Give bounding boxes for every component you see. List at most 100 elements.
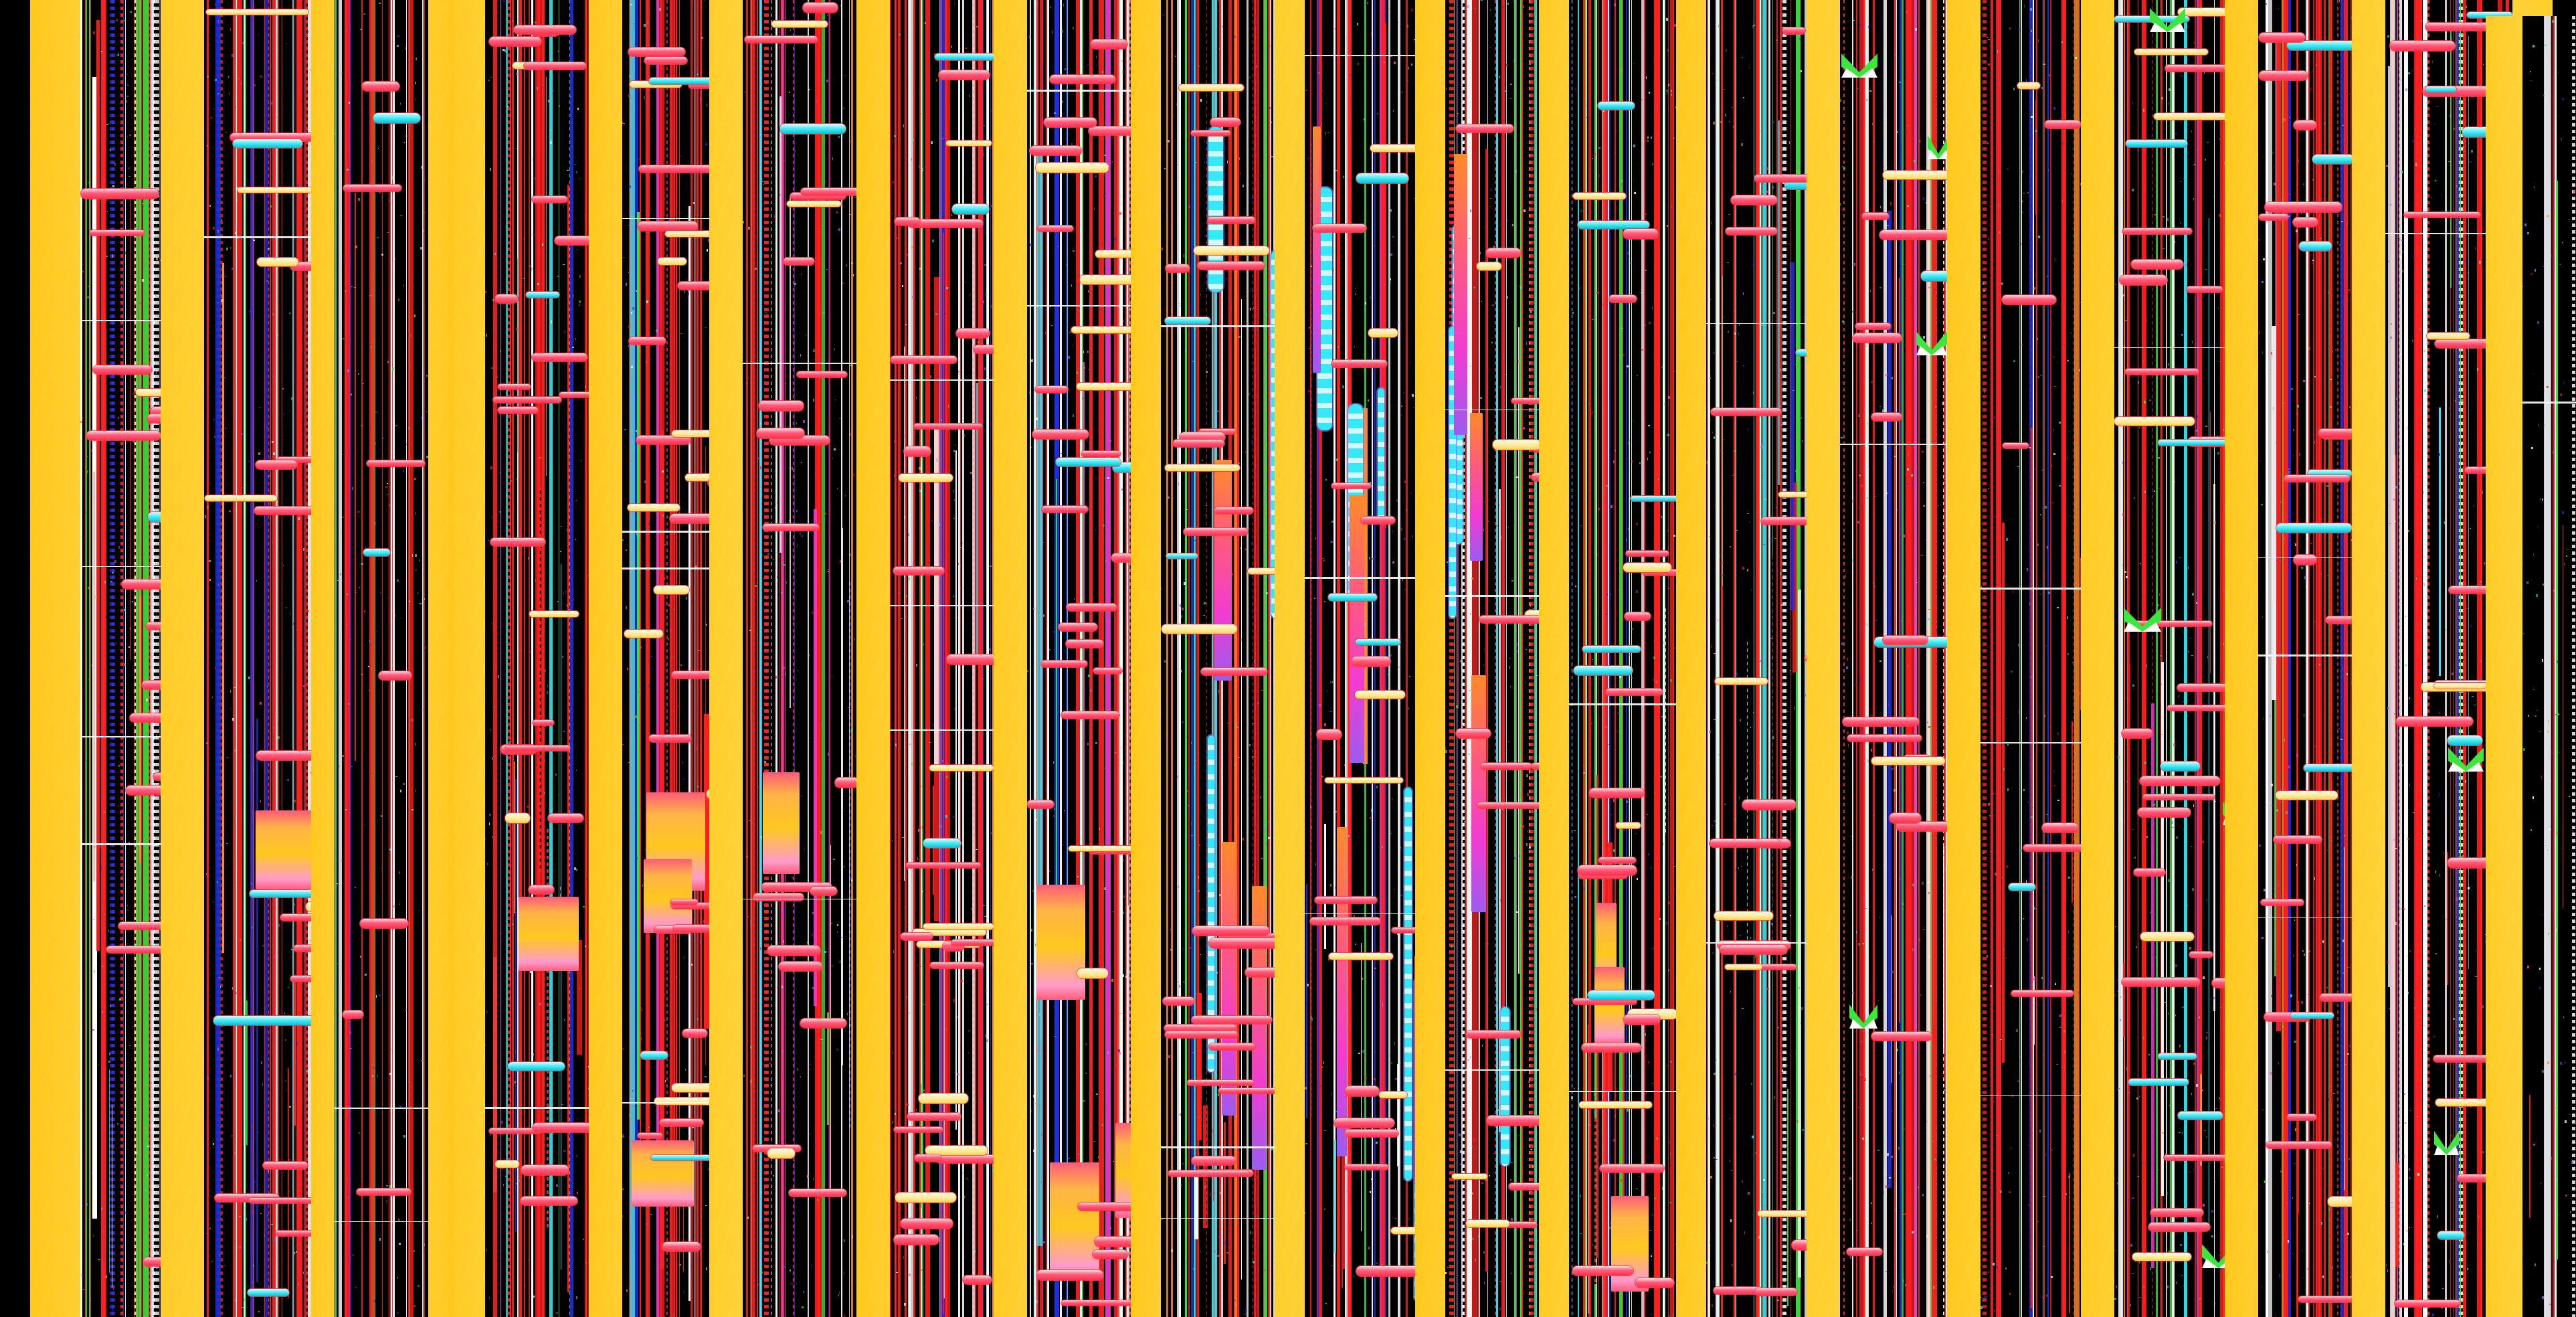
- vertical-rule: [1708, 0, 1710, 1317]
- vertical-rule: [1406, 0, 1408, 1317]
- pink-highlight-pill: [2148, 1223, 2210, 1231]
- vertical-rule: [2450, 26, 2452, 288]
- pink-highlight-pill: [1879, 230, 1952, 240]
- vertical-rule: [2035, 100, 2036, 215]
- cyan-highlight-pill: [649, 78, 721, 84]
- vertical-rule: [149, 0, 151, 1317]
- vertical-rule: [2118, 0, 2123, 1317]
- text-stripe-block: [1161, 0, 1291, 1317]
- pink-highlight-pill: [2449, 586, 2498, 594]
- page-column[interactable]: [311, 0, 455, 1317]
- vertical-rule: [293, 0, 294, 1317]
- vertical-rule: [829, 0, 830, 1317]
- cyan-highlight-pill: [1578, 221, 1649, 229]
- pale-highlight-pill: [946, 141, 992, 146]
- vertical-rule: [2545, 16, 2550, 1317]
- vertical-rule: [2316, 0, 2322, 1317]
- pink-highlight-pill: [1192, 926, 1269, 936]
- pink-highlight-pill: [1081, 451, 1121, 456]
- page-column[interactable]: [2486, 16, 2576, 1317]
- vertical-rule: [535, 0, 540, 1317]
- cyan-highlight-pill: [2308, 470, 2352, 477]
- pink-highlight-pill: [779, 962, 822, 971]
- pink-highlight-pill: [532, 353, 587, 361]
- paper-gap-line: [622, 218, 739, 219]
- vertical-rule: [750, 0, 755, 1317]
- vertical-rule: [2072, 721, 2073, 903]
- vertical-rule: [2124, 0, 2125, 1317]
- paper-gap-line: [622, 567, 739, 569]
- pale-highlight-pill: [658, 258, 686, 265]
- pink-highlight-pill: [1361, 517, 1395, 524]
- vertical-rule: [1317, 0, 1321, 1317]
- paper-gap-line: [890, 379, 1010, 381]
- vertical-rule: [695, 0, 696, 1317]
- vertical-rule: [1194, 1170, 1198, 1239]
- pale-highlight-pill: [1871, 757, 1945, 765]
- vertical-rule: [940, 0, 942, 1317]
- vertical-rule: [345, 0, 347, 1317]
- pale-highlight-pill: [1071, 327, 1141, 333]
- vertical-rule: [1125, 0, 1127, 1317]
- paper-gap-line: [1569, 1091, 1689, 1092]
- pale-highlight-pill: [1758, 1211, 1830, 1217]
- vertical-rule: [814, 509, 817, 1006]
- vertical-rule: [2450, 0, 2451, 1317]
- vertical-rule: [219, 0, 223, 1317]
- warm-gradient-slab: [644, 859, 692, 933]
- vertical-rule: [2456, 0, 2459, 1317]
- pink-highlight-pill: [628, 48, 685, 56]
- pink-highlight-pill: [1606, 689, 1663, 695]
- vertical-rule: [1944, 278, 1947, 1080]
- vertical-rule: [921, 0, 922, 1317]
- vertical-rule: [1863, 0, 1865, 1317]
- pale-highlight-pill: [630, 81, 682, 88]
- pink-highlight-pill: [2390, 41, 2455, 51]
- pink-highlight-pill: [1890, 813, 1921, 823]
- vertical-rule: [2550, 16, 2551, 1317]
- text-stripe-block: [485, 0, 595, 1317]
- pink-highlight-pill: [915, 1154, 941, 1162]
- vertical-rule: [2330, 0, 2331, 1317]
- vertical-rule: [2351, 0, 2353, 1317]
- vertical-rule: [80, 0, 82, 1317]
- pale-highlight-pill: [925, 1146, 988, 1155]
- cyan-highlight-pill: [1328, 594, 1377, 601]
- vertical-rule: [1060, 0, 1062, 1317]
- vertical-rule: [1578, 0, 1579, 1317]
- vertical-rule: [646, 0, 650, 1317]
- paper-gap-line: [1027, 90, 1147, 92]
- pink-highlight-pill: [2425, 23, 2495, 31]
- vertical-rule: [154, 0, 159, 1317]
- vertical-rule: [1594, 0, 1596, 1317]
- vertical-rule: [1722, 276, 1723, 586]
- pink-highlight-pill: [1754, 175, 1817, 182]
- vertical-rule: [2074, 0, 2080, 1317]
- green-chevron-mark: [1928, 133, 1949, 159]
- paper-gap-line: [622, 1102, 739, 1104]
- vertical-rule: [159, 0, 160, 1317]
- vertical-rule: [1588, 0, 1591, 1317]
- pale-highlight-pill: [2017, 82, 2040, 89]
- pink-highlight-pill: [1317, 729, 1342, 739]
- vertical-rule: [272, 0, 276, 1317]
- pink-highlight-pill: [907, 1113, 961, 1120]
- vertical-rule: [1191, 0, 1193, 1317]
- pink-highlight-pill: [1742, 964, 1797, 970]
- pink-highlight-pill: [2458, 1174, 2501, 1182]
- vertical-rule: [849, 582, 851, 1131]
- vertical-rule: [349, 0, 351, 1317]
- pink-highlight-pill: [947, 654, 1008, 665]
- vertical-rule: [922, 0, 923, 1317]
- vertical-rule: [1185, 0, 1187, 1317]
- pink-highlight-pill: [2122, 228, 2192, 234]
- vertical-rule: [660, 0, 662, 1317]
- gradient-glitch-band: [1252, 886, 1267, 1170]
- vertical-rule: [539, 487, 541, 872]
- vertical-rule: [141, 0, 142, 1317]
- pink-highlight-pill: [493, 397, 561, 403]
- chroma-speckle-noise: [1840, 0, 1967, 1317]
- vertical-rule: [1076, 0, 1080, 1317]
- vertical-rule: [2401, 0, 2402, 1317]
- vertical-rule: [764, 0, 769, 1317]
